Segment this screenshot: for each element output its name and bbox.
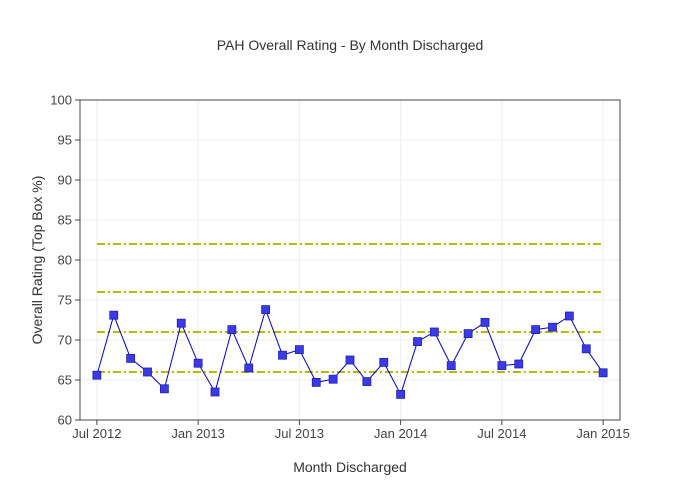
data-point — [598, 368, 608, 378]
y-tick-label: 80 — [58, 253, 72, 268]
y-tick-label: 100 — [50, 93, 72, 108]
data-point — [463, 329, 473, 339]
x-tick-label: Jul 2012 — [72, 426, 121, 441]
data-point — [193, 358, 203, 368]
data-point — [564, 311, 574, 321]
y-tick-label: 75 — [58, 293, 72, 308]
data-point — [261, 305, 271, 315]
data-point — [294, 345, 304, 355]
data-series — [92, 305, 608, 399]
reference-lines — [96, 243, 604, 373]
x-tick-label: Jan 2014 — [374, 426, 428, 441]
x-tick-label: Jul 2013 — [275, 426, 324, 441]
data-point — [497, 361, 507, 371]
data-point — [581, 344, 591, 354]
data-point — [109, 310, 119, 320]
x-axis: Jul 2012 Jan 2013 Jul 2013 Jan 2014 Jul 2014… — [72, 420, 630, 441]
data-point — [328, 374, 338, 384]
y-tick-label: 70 — [58, 333, 72, 348]
data-point — [396, 389, 406, 399]
chart-title: PAH Overall Rating - By Month Discharged — [217, 37, 484, 53]
data-point — [362, 377, 372, 387]
data-point — [278, 350, 287, 360]
data-point — [210, 387, 220, 397]
x-tick-label: Jul 2014 — [477, 426, 526, 441]
data-point — [413, 337, 422, 347]
data-point — [480, 317, 490, 327]
data-point — [531, 325, 541, 335]
data-point — [345, 355, 355, 365]
y-tick-label: 85 — [58, 213, 72, 228]
data-point — [514, 359, 524, 369]
data-point — [176, 318, 186, 328]
data-point — [429, 327, 439, 337]
y-tick-label: 65 — [58, 373, 72, 388]
data-point — [227, 325, 237, 335]
y-tick-label: 90 — [58, 173, 72, 188]
y-tick-label: 95 — [58, 133, 72, 148]
data-point — [244, 363, 254, 373]
y-axis-title: Overall Rating (Top Box %) — [29, 176, 45, 345]
x-tick-label: Jan 2013 — [171, 426, 225, 441]
data-point — [159, 384, 169, 394]
data-point — [143, 367, 152, 377]
y-axis: 60 65 70 75 80 85 90 95 100 — [50, 93, 80, 428]
data-point — [548, 322, 557, 332]
data-point — [126, 353, 136, 363]
x-tick-label: Jan 2015 — [576, 426, 630, 441]
y-tick-label: 60 — [58, 413, 72, 428]
x-axis-title: Month Discharged — [293, 459, 407, 475]
data-point — [379, 357, 389, 367]
data-point — [446, 361, 456, 371]
data-point — [311, 377, 321, 387]
data-point — [92, 370, 102, 380]
